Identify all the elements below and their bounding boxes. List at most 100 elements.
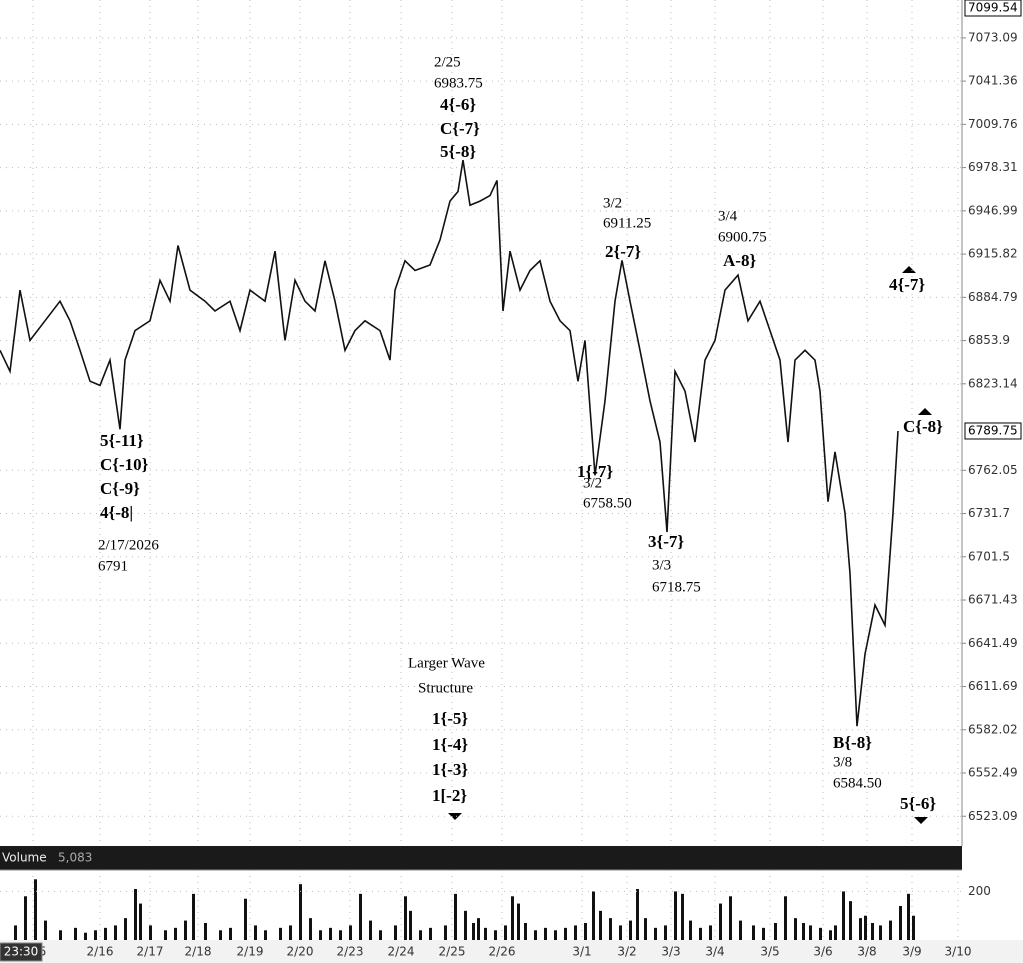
volume-bar bbox=[629, 920, 632, 940]
price-line bbox=[0, 159, 899, 727]
volume-bar bbox=[149, 925, 152, 940]
volume-bar bbox=[477, 918, 480, 940]
volume-bar bbox=[879, 925, 882, 940]
y-tick-label: 6641.49 bbox=[968, 636, 1018, 650]
wave-annotation: 3/2 bbox=[583, 475, 602, 491]
wave-annotation: 3/4 bbox=[718, 208, 738, 224]
volume-bar bbox=[592, 891, 595, 940]
wave-annotation: 1{-3} bbox=[432, 760, 468, 779]
wave-annotation: 6718.75 bbox=[652, 579, 701, 595]
volume-bar bbox=[472, 923, 475, 940]
volume-bar bbox=[864, 915, 867, 940]
volume-bar bbox=[444, 925, 447, 940]
wave-annotation: Structure bbox=[418, 680, 473, 696]
volume-bar bbox=[849, 901, 852, 940]
volume-bar bbox=[94, 930, 97, 940]
y-tick-label: 6915.82 bbox=[968, 247, 1018, 261]
volume-bar bbox=[419, 930, 422, 940]
time-label: 23:30 bbox=[4, 945, 39, 959]
volume-bar bbox=[689, 920, 692, 940]
wave-annotation: 3/3 bbox=[652, 557, 671, 573]
volume-bar bbox=[84, 932, 87, 940]
volume-bar bbox=[409, 910, 412, 940]
volume-bar bbox=[681, 893, 684, 940]
volume-bar bbox=[104, 927, 107, 940]
volume-bar bbox=[709, 925, 712, 940]
y-tick-label: 6978.31 bbox=[968, 160, 1018, 174]
volume-bar bbox=[674, 891, 677, 940]
volume-bar bbox=[174, 927, 177, 940]
wave-annotation: 1{-4} bbox=[432, 735, 468, 754]
wave-annotation: 6900.75 bbox=[718, 229, 767, 245]
volume-bar bbox=[819, 927, 822, 940]
volume-bar bbox=[349, 925, 352, 940]
x-tick-label: 2/26 bbox=[489, 945, 516, 959]
volume-bar bbox=[636, 889, 639, 940]
volume-bar bbox=[664, 925, 667, 940]
volume-bar bbox=[729, 896, 732, 940]
volume-bar bbox=[359, 893, 362, 940]
volume-bar bbox=[59, 930, 62, 940]
volume-bar bbox=[829, 930, 832, 940]
last-price-box bbox=[964, 422, 1022, 440]
last-price: 6789.75 bbox=[968, 423, 1018, 437]
volume-bar bbox=[699, 927, 702, 940]
volume-bar bbox=[871, 923, 874, 940]
x-tick-label: 2/23 bbox=[337, 945, 364, 959]
volume-bar bbox=[554, 930, 557, 940]
high-label-box bbox=[964, 0, 1022, 17]
volume-bar bbox=[534, 930, 537, 940]
volume-bar bbox=[184, 920, 187, 940]
x-tick-label: 2/18 bbox=[185, 945, 212, 959]
x-tick-label: 3/6 bbox=[813, 945, 832, 959]
y-tick-label: 6731.7 bbox=[968, 506, 1010, 520]
volume-bar bbox=[394, 925, 397, 940]
y-tick-label: 7041.36 bbox=[968, 74, 1018, 88]
volume-bar bbox=[842, 891, 845, 940]
y-tick-label: 6823.14 bbox=[968, 376, 1018, 390]
volume-bar bbox=[644, 918, 647, 940]
volume-bar bbox=[739, 920, 742, 940]
x-tick-label: 3/3 bbox=[661, 945, 680, 959]
volume-last: 5,083 bbox=[58, 851, 92, 865]
volume-bar bbox=[219, 930, 222, 940]
volume-bar bbox=[762, 927, 765, 940]
x-tick-label: 2/16 bbox=[87, 945, 114, 959]
volume-bar bbox=[289, 925, 292, 940]
volume-bar bbox=[404, 896, 407, 940]
wave-annotation: C{-8} bbox=[903, 417, 943, 436]
wave-annotation: 4{-8| bbox=[100, 503, 133, 522]
wave-annotation: 5{-6} bbox=[900, 794, 936, 813]
wave-annotation: 4{-6} bbox=[440, 95, 476, 114]
wave-annotation: A-8} bbox=[723, 251, 756, 270]
volume-bar bbox=[504, 925, 507, 940]
marker-down bbox=[914, 817, 928, 824]
wave-annotation: 1{-7} bbox=[577, 462, 613, 481]
wave-annotation: 5{-8} bbox=[440, 142, 476, 161]
wave-annotation: 6911.25 bbox=[603, 215, 651, 231]
y-tick-label: 7073.09 bbox=[968, 30, 1018, 44]
volume-bar bbox=[124, 918, 127, 940]
volume-bar bbox=[204, 923, 207, 940]
volume-bar bbox=[264, 930, 267, 940]
wave-annotation: 3{-7} bbox=[648, 532, 684, 551]
volume-bar bbox=[752, 925, 755, 940]
volume-bar bbox=[329, 927, 332, 940]
wave-annotation: 3/8 bbox=[833, 754, 852, 770]
wave-annotation: 6584.50 bbox=[833, 775, 882, 791]
wave-annotation: C{-10} bbox=[100, 455, 149, 474]
volume-bar bbox=[379, 930, 382, 940]
volume-bar bbox=[654, 927, 657, 940]
volume-bar bbox=[524, 923, 527, 940]
x-tick-label: 3/5 bbox=[760, 945, 779, 959]
volume-bar bbox=[369, 920, 372, 940]
volume-bar bbox=[279, 927, 282, 940]
volume-bar bbox=[319, 930, 322, 940]
volume-bar bbox=[809, 925, 812, 940]
volume-header bbox=[0, 846, 962, 870]
wave-annotation: 2{-7} bbox=[605, 242, 641, 261]
wave-annotation: C{-9} bbox=[100, 479, 140, 498]
volume-bar bbox=[74, 927, 77, 940]
y-tick-label: 6611.69 bbox=[968, 679, 1018, 693]
volume-bar bbox=[802, 923, 805, 940]
